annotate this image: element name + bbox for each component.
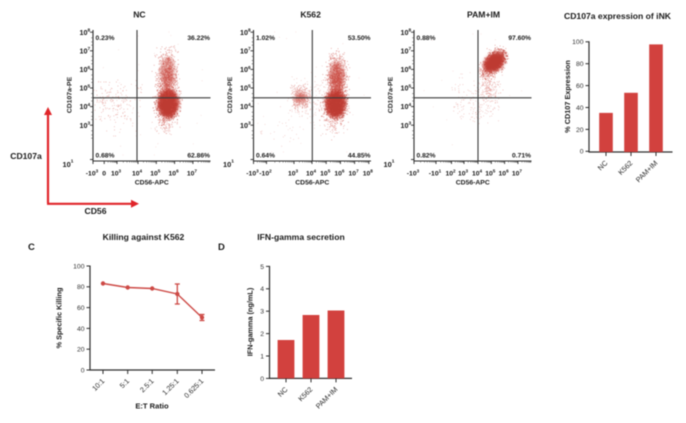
- svg-text:-101: -101: [429, 168, 442, 177]
- svg-text:CD107a-PE: CD107a-PE: [67, 76, 74, 113]
- svg-text:5: 5: [260, 264, 264, 271]
- svg-text:107: 107: [349, 168, 360, 177]
- svg-text:108: 108: [363, 168, 374, 177]
- svg-text:C: C: [28, 242, 35, 253]
- svg-text:100: 100: [572, 39, 584, 46]
- svg-text:104: 104: [240, 102, 251, 111]
- svg-text:106: 106: [80, 65, 91, 74]
- svg-text:CD107a-PE: CD107a-PE: [227, 76, 234, 113]
- svg-text:80: 80: [576, 61, 584, 68]
- svg-text:20: 20: [77, 347, 85, 354]
- svg-text:97.60%: 97.60%: [508, 35, 531, 42]
- svg-text:101: 101: [63, 159, 74, 169]
- svg-text:104: 104: [132, 168, 143, 177]
- svg-text:44.85%: 44.85%: [348, 152, 371, 159]
- svg-text:1.02%: 1.02%: [256, 35, 275, 42]
- svg-text:101: 101: [223, 159, 234, 169]
- svg-text:CD56-APC: CD56-APC: [295, 180, 329, 187]
- svg-text:% CD107 Expression: % CD107 Expression: [563, 60, 572, 133]
- svg-text:1: 1: [260, 353, 264, 360]
- svg-text:0: 0: [580, 149, 584, 156]
- svg-text:104: 104: [306, 168, 317, 177]
- svg-text:CD56-APC: CD56-APC: [456, 180, 490, 187]
- svg-text:106: 106: [169, 168, 180, 177]
- svg-text:80: 80: [77, 284, 85, 291]
- svg-text:103: 103: [401, 121, 412, 130]
- svg-text:2: 2: [260, 331, 264, 338]
- svg-text:105: 105: [320, 168, 331, 177]
- svg-text:3: 3: [260, 309, 264, 316]
- svg-text:103: 103: [111, 168, 122, 177]
- svg-text:-103: -103: [407, 168, 420, 177]
- svg-text:103: 103: [240, 121, 251, 130]
- svg-text:100: 100: [73, 263, 85, 270]
- svg-text:NC: NC: [133, 10, 145, 20]
- svg-text:105: 105: [150, 168, 161, 177]
- svg-text:40: 40: [77, 326, 85, 333]
- svg-text:105: 105: [485, 168, 496, 177]
- svg-text:0: 0: [102, 171, 106, 178]
- svg-text:108: 108: [240, 28, 251, 37]
- svg-text:105: 105: [401, 83, 412, 92]
- svg-text:0.88%: 0.88%: [417, 35, 436, 42]
- svg-text:60: 60: [77, 305, 85, 312]
- svg-text:106: 106: [334, 168, 345, 177]
- svg-text:CD107a-PE: CD107a-PE: [388, 76, 395, 113]
- svg-text:20: 20: [576, 127, 584, 134]
- svg-text:107: 107: [401, 46, 412, 55]
- svg-text:107: 107: [240, 46, 251, 55]
- svg-text:0.68%: 0.68%: [96, 152, 115, 159]
- svg-text:0.71%: 0.71%: [512, 152, 531, 159]
- svg-text:103: 103: [458, 168, 469, 177]
- svg-text:D: D: [218, 242, 225, 253]
- svg-text:106: 106: [401, 65, 412, 74]
- svg-text:105: 105: [240, 83, 251, 92]
- svg-text:40: 40: [576, 105, 584, 112]
- svg-text:103: 103: [80, 121, 91, 130]
- svg-text:E:T Ratio: E:T Ratio: [135, 402, 169, 411]
- svg-text:62.86%: 62.86%: [187, 152, 210, 159]
- svg-text:106: 106: [499, 168, 510, 177]
- svg-text:104: 104: [80, 102, 91, 111]
- svg-text:108: 108: [80, 28, 91, 37]
- svg-text:36.22%: 36.22%: [187, 35, 210, 42]
- svg-text:102: 102: [445, 168, 456, 177]
- svg-text:4: 4: [260, 286, 264, 293]
- svg-text:107: 107: [512, 168, 523, 177]
- svg-text:107: 107: [80, 46, 91, 55]
- svg-text:CD56-APC: CD56-APC: [135, 180, 169, 187]
- svg-text:0.82%: 0.82%: [417, 152, 436, 159]
- svg-text:0.64%: 0.64%: [256, 152, 275, 159]
- svg-text:108: 108: [401, 28, 412, 37]
- svg-text:105: 105: [80, 83, 91, 92]
- svg-text:IFN-gamma (ng/mL): IFN-gamma (ng/mL): [246, 287, 255, 356]
- svg-text:CD107a expression of iNK: CD107a expression of iNK: [564, 11, 672, 21]
- svg-text:53.50%: 53.50%: [348, 35, 371, 42]
- svg-text:-103: -103: [246, 168, 259, 177]
- svg-text:0: 0: [260, 376, 264, 383]
- svg-text:104: 104: [472, 168, 483, 177]
- svg-text:PAM+IM: PAM+IM: [467, 10, 500, 20]
- svg-text:-102: -102: [259, 168, 272, 177]
- svg-text:101: 101: [384, 159, 395, 169]
- svg-text:Killing against K562: Killing against K562: [103, 232, 185, 242]
- svg-text:% Specific Killing: % Specific Killing: [55, 288, 64, 349]
- svg-text:CD107a: CD107a: [10, 151, 42, 161]
- svg-text:IFN-gamma secretion: IFN-gamma secretion: [257, 232, 344, 242]
- svg-text:103: 103: [288, 168, 299, 177]
- svg-text:106: 106: [240, 65, 251, 74]
- svg-text:CD56: CD56: [85, 206, 107, 216]
- svg-text:104: 104: [401, 102, 412, 111]
- svg-text:107: 107: [187, 168, 198, 177]
- svg-text:0.23%: 0.23%: [96, 35, 115, 42]
- svg-text:-103: -103: [86, 168, 99, 177]
- svg-text:K562: K562: [300, 10, 321, 20]
- svg-text:0: 0: [81, 367, 85, 374]
- svg-text:60: 60: [576, 83, 584, 90]
